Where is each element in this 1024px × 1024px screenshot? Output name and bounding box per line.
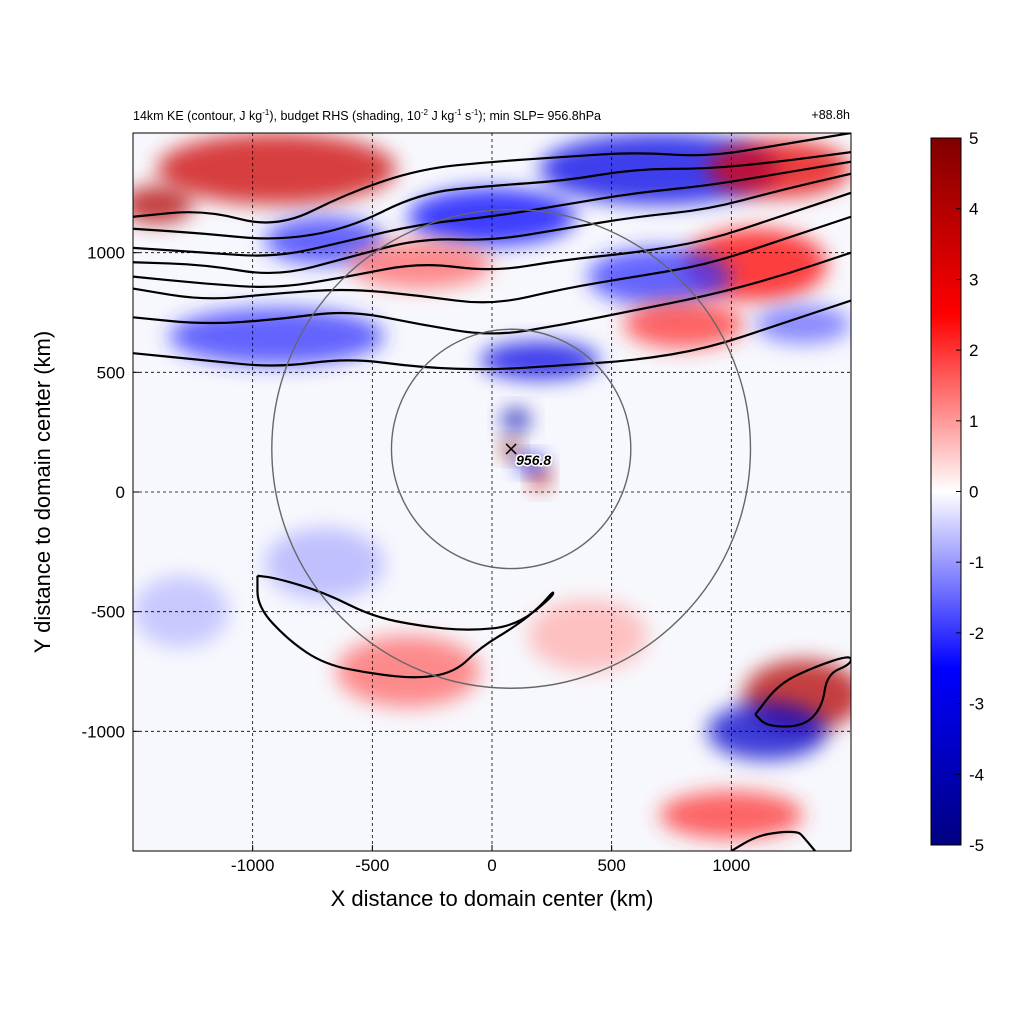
x-axis-label: X distance to domain center (km) <box>331 886 654 911</box>
shading-region <box>659 791 804 840</box>
colorbar-tick-label: 1 <box>969 412 978 431</box>
shading-region <box>755 305 851 344</box>
shading-region <box>156 133 397 205</box>
shading-region <box>264 527 385 600</box>
shading-region <box>707 140 851 198</box>
x-axis: -1000 -500 0 500 1000 <box>231 845 750 875</box>
y-tick-label: 500 <box>97 363 125 382</box>
ke-contour-layer <box>133 133 851 851</box>
colorbar-tick-label: -3 <box>969 695 984 714</box>
colorbar-tick-label: 2 <box>969 341 978 360</box>
colorbar-tick-label: 5 <box>969 129 978 148</box>
x-tick-label: -1000 <box>231 856 274 875</box>
colorbar-tick-label: 0 <box>969 483 978 502</box>
shading-region <box>501 408 531 433</box>
colorbar-ticks: 5 4 3 2 1 0 -1 -2 -3 -4 -5 <box>956 129 984 855</box>
colorbar-tick-label: -5 <box>969 836 984 855</box>
y-axis: -1000 -500 0 500 1000 <box>82 244 139 741</box>
shading-region <box>527 599 648 672</box>
x-tick-label: -500 <box>355 856 389 875</box>
range-circle <box>390 328 632 570</box>
ke-contour <box>133 160 851 257</box>
y-tick-label: -500 <box>91 603 125 622</box>
colorbar-tick-label: -1 <box>969 553 984 572</box>
min-slp-marker <box>505 443 517 455</box>
ke-contour-closed <box>730 830 816 851</box>
shading-region <box>133 575 229 648</box>
shading-region <box>587 247 732 306</box>
y-tick-label: 1000 <box>87 244 125 263</box>
ke-contour-closed <box>256 574 555 679</box>
range-circle <box>271 208 752 689</box>
y-tick-label: -1000 <box>82 722 125 741</box>
shading-region <box>623 300 744 349</box>
ke-contour <box>133 133 851 224</box>
colorbar-tick-label: 4 <box>969 200 978 219</box>
x-tick-label: 0 <box>487 856 496 875</box>
shading-region <box>168 307 385 366</box>
ke-contour <box>133 172 851 274</box>
ke-contour <box>133 151 851 240</box>
x-tick-label: 500 <box>597 856 625 875</box>
y-axis-label: Y distance to domain center (km) <box>30 331 55 653</box>
shading-layer <box>133 133 851 840</box>
shading-region <box>515 453 545 473</box>
ke-contour-closed <box>754 656 851 728</box>
shading-region <box>707 702 828 761</box>
storm-center: 956.8 <box>505 443 553 469</box>
y-tick-label: 0 <box>116 483 125 502</box>
colorbar-tick-label: 3 <box>969 270 978 289</box>
shading-region <box>480 341 600 380</box>
shading-region <box>336 635 481 708</box>
chart-title: 14km KE (contour, J kg-1), budget RHS (s… <box>133 108 602 124</box>
forecast-hour-label: +88.8h <box>811 108 850 122</box>
ke-contour <box>133 299 851 371</box>
shading-region <box>133 185 193 224</box>
ke-contour <box>133 251 851 335</box>
ke-contour <box>133 215 851 304</box>
min-slp-label: 956.8 <box>516 452 551 468</box>
ke-contour <box>133 191 851 288</box>
colorbar-tick-label: -4 <box>969 765 984 784</box>
colorbar-tick-label: -2 <box>969 624 984 643</box>
range-circles <box>271 208 752 689</box>
x-tick-label: 1000 <box>712 856 750 875</box>
